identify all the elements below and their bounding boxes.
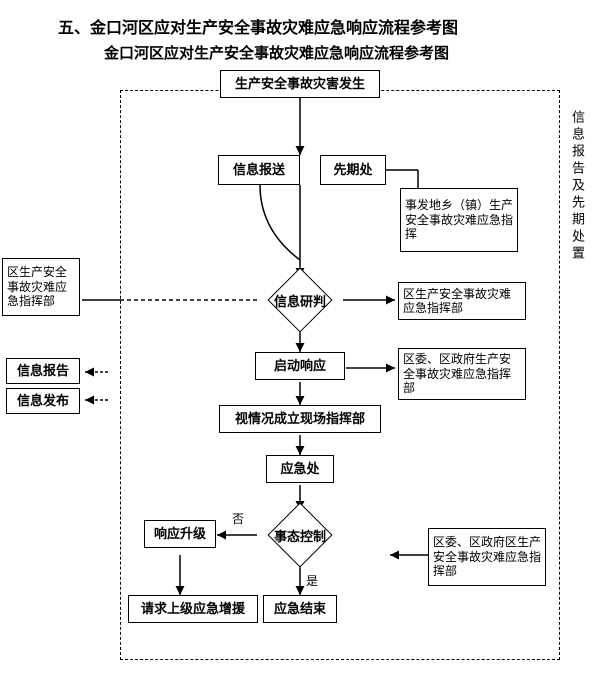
node-emergency-handle: 应急处 <box>266 455 334 483</box>
node-request-support-label: 请求上级应急增援 <box>141 601 245 617</box>
node-start-label: 生产安全事故灾害发生 <box>235 76 365 92</box>
node-pre-handle: 先期处 <box>320 155 386 185</box>
main-title: 五、金口河区应对生产安全事故灾难应急响应流程参考图 <box>58 14 458 38</box>
node-info-send-label: 信息报送 <box>233 162 285 178</box>
node-pre-handle-label: 先期处 <box>333 162 372 178</box>
note-hq-label: 区生产安全事故灾难应急指挥部 <box>403 287 521 316</box>
left-hq: 区生产安全事故灾难应急指挥部 <box>2 258 80 316</box>
node-info-send: 信息报送 <box>218 155 300 185</box>
node-info-judge-label: 信息研判 <box>274 291 326 310</box>
left-info-publish: 信息发布 <box>6 388 80 414</box>
left-hq-label: 区生产安全事故灾难应急指挥部 <box>7 265 75 308</box>
node-activate: 启动响应 <box>255 352 345 380</box>
left-info-report: 信息报告 <box>6 358 80 384</box>
note-hq: 区生产安全事故灾难应急指挥部 <box>398 282 526 320</box>
node-situation-ctrl-label: 事态控制 <box>274 526 326 545</box>
node-activate-label: 启动响应 <box>274 358 326 374</box>
label-no: 否 <box>232 510 244 527</box>
side-vertical-text: 信息报告及先期处置 <box>568 110 587 263</box>
note-committee: 区委、区政府生产安全事故灾难应急指挥部 <box>398 348 526 400</box>
note-committee-label: 区委、区政府生产安全事故灾难应急指挥部 <box>403 352 521 395</box>
node-info-judge: 信息研判 <box>268 268 332 332</box>
sub-title: 金口河区应对生产安全事故灾难应急响应流程参考图 <box>104 42 449 63</box>
node-upgrade: 响应升级 <box>144 520 216 548</box>
note-pre-handle-label: 事发地乡（镇）生产安全事故灾难应急指挥 <box>405 198 513 241</box>
node-end-label: 应急结束 <box>274 601 326 617</box>
note-committee2: 区委、区政府区生产安全事故灾难应急指挥部 <box>428 528 546 586</box>
node-emergency-handle-label: 应急处 <box>280 461 319 477</box>
node-situation-ctrl: 事态控制 <box>257 503 343 567</box>
label-yes: 是 <box>306 572 318 589</box>
note-committee2-label: 区委、区政府区生产安全事故灾难应急指挥部 <box>433 535 541 578</box>
left-info-report-label: 信息报告 <box>17 363 69 379</box>
left-info-publish-label: 信息发布 <box>17 393 69 409</box>
node-start: 生产安全事故灾害发生 <box>220 70 380 98</box>
node-upgrade-label: 响应升级 <box>154 526 206 542</box>
node-establish-label: 视情况成立现场指挥部 <box>235 411 365 427</box>
node-establish: 视情况成立现场指挥部 <box>219 405 381 433</box>
node-end: 应急结束 <box>263 595 337 623</box>
node-request-support: 请求上级应急增援 <box>128 595 258 623</box>
note-pre-handle: 事发地乡（镇）生产安全事故灾难应急指挥 <box>400 188 518 252</box>
